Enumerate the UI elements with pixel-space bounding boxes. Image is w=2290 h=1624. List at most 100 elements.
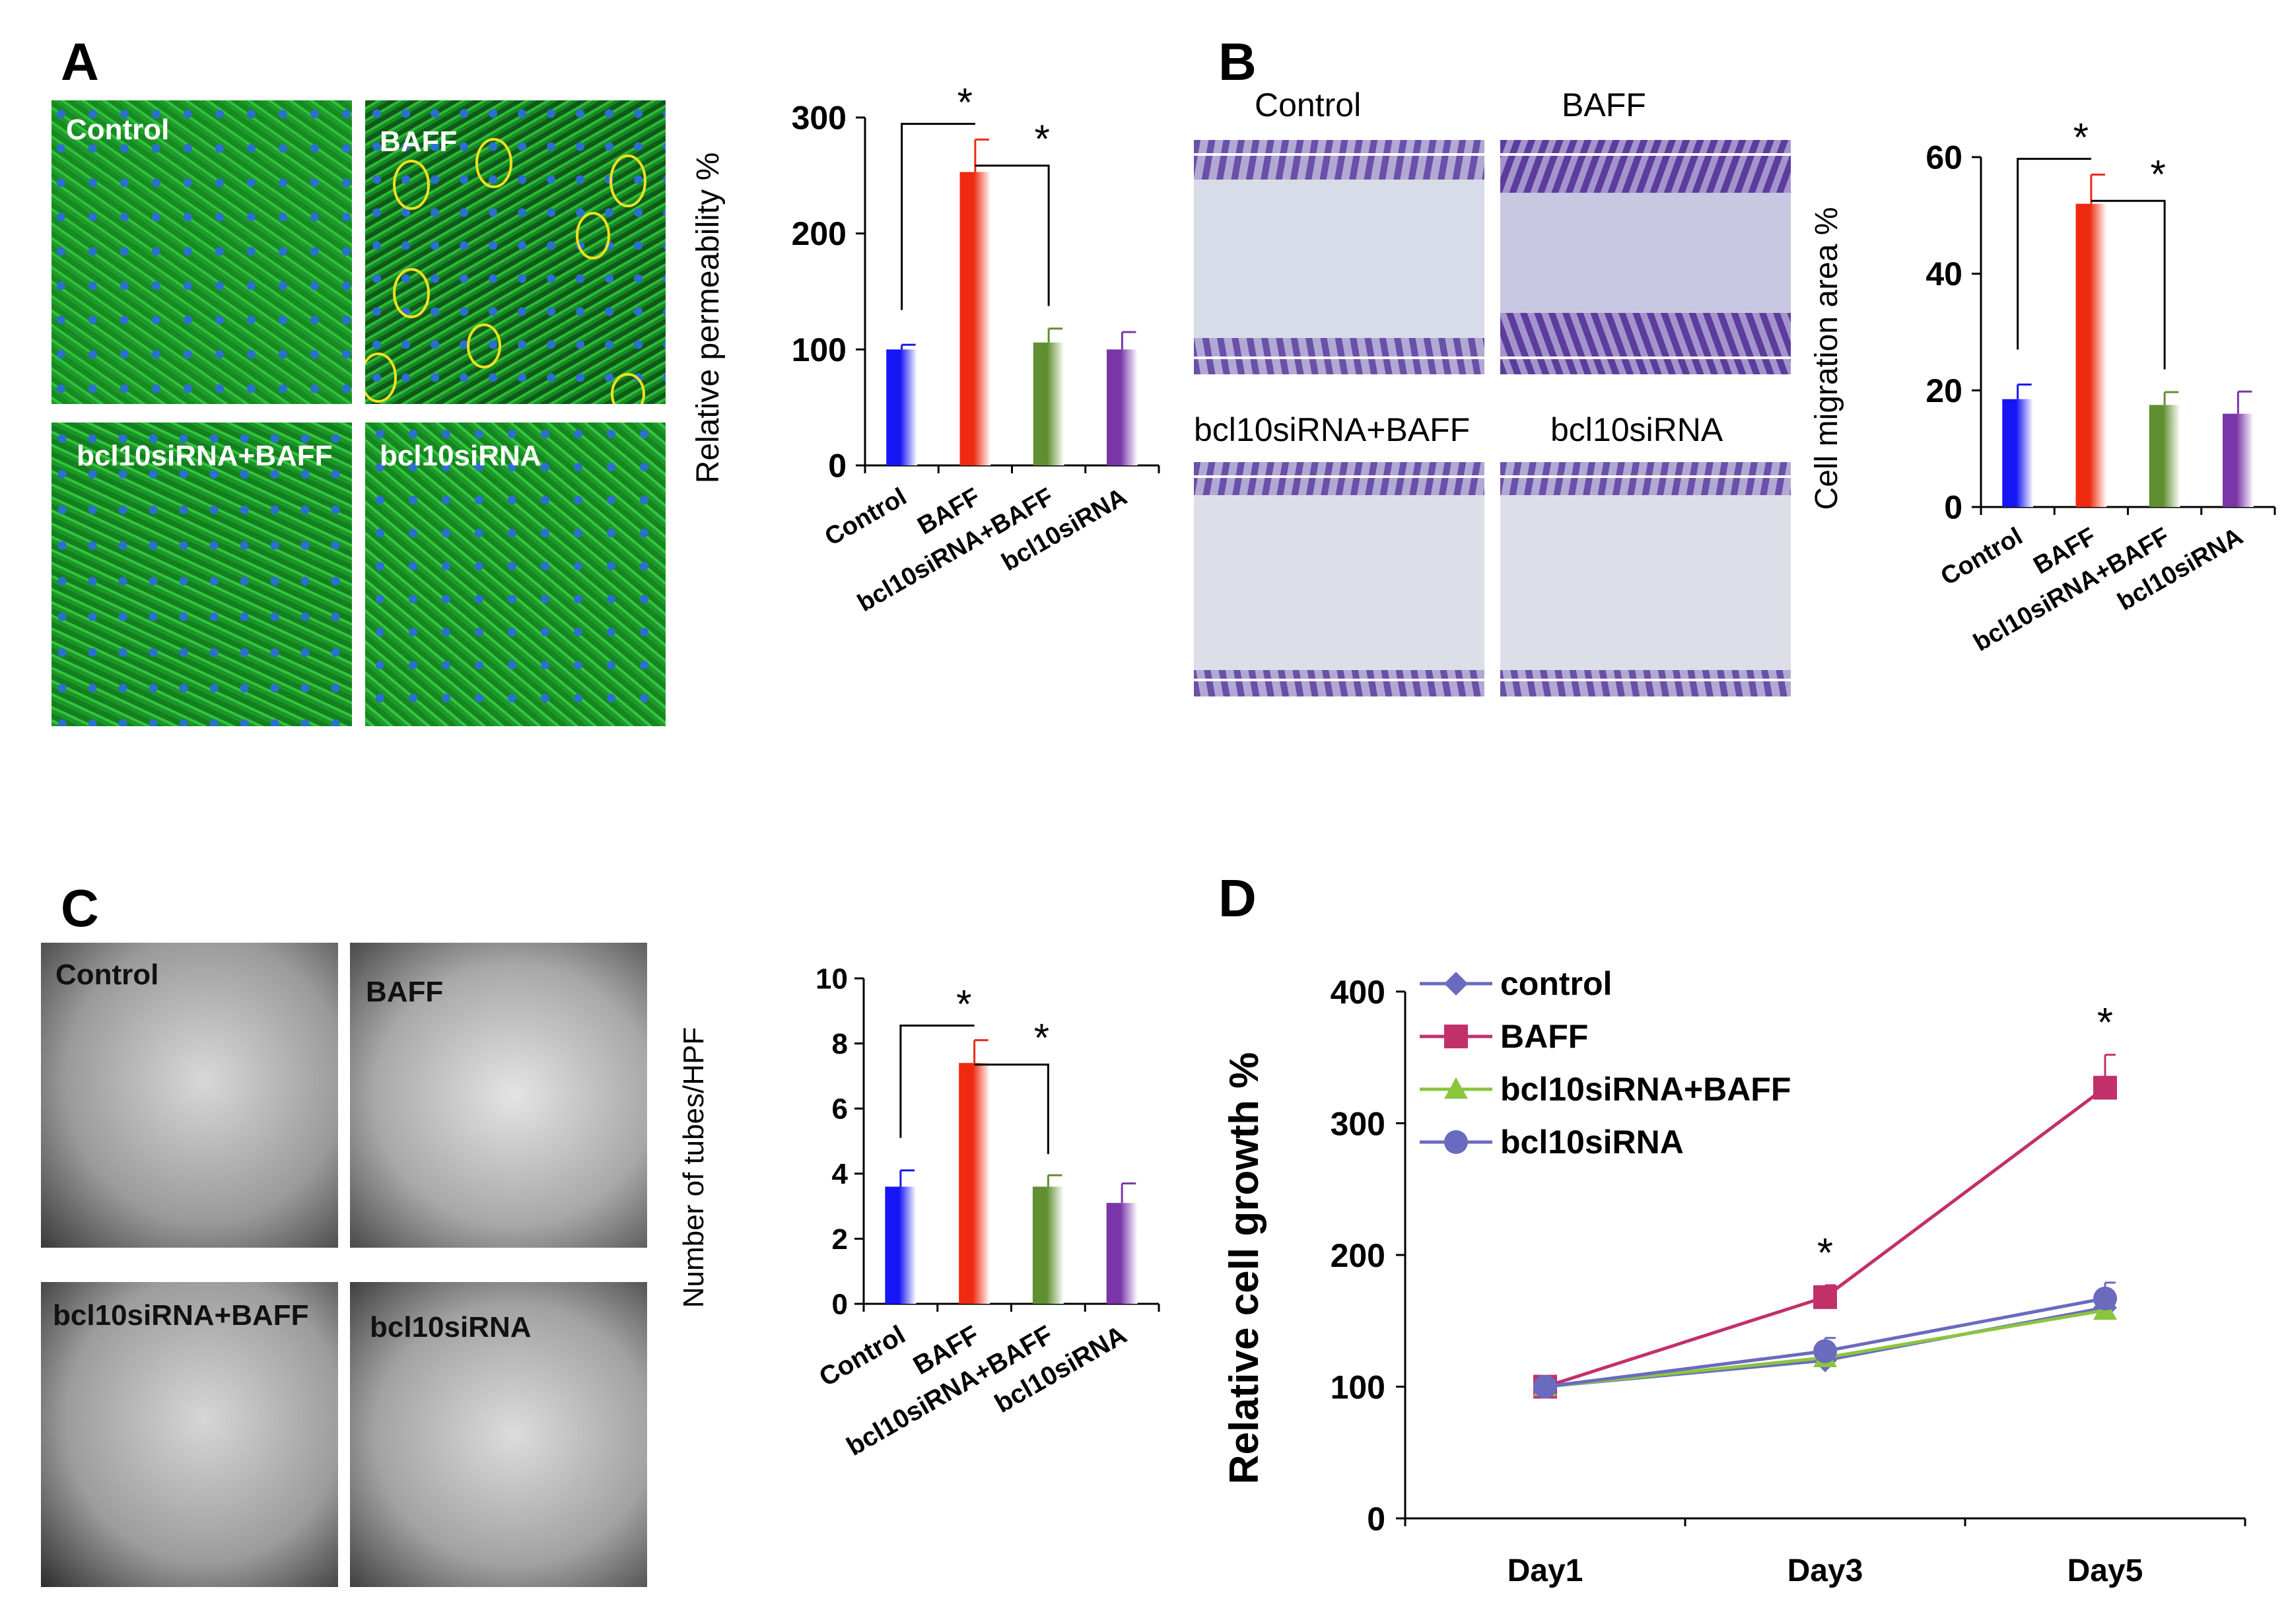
micrograph-a-bcl10sirna: bcl10siRNA [365, 423, 666, 726]
y-tick-label: 400 [1331, 974, 1385, 1011]
micrograph-a-bcl10sirna-baff: bcl10siRNA+BAFF [52, 423, 352, 726]
significance-star: * [2097, 1000, 2113, 1046]
y-tick-label: 4 [832, 1158, 849, 1190]
bar-bcl10sirna-baff [1033, 342, 1064, 465]
y-axis-label: Number of tubes/HPF [677, 1027, 710, 1308]
significance-bracket [2091, 199, 2166, 370]
bar-control [885, 1186, 917, 1304]
tube-c-bcl10sirna: bcl10siRNA [350, 1282, 647, 1587]
significance-star: * [1034, 1016, 1049, 1060]
photo-label: BAFF [380, 125, 458, 158]
legend-marker [1444, 972, 1468, 996]
significance-bracket [974, 1064, 1049, 1155]
y-tick-label: 0 [832, 1288, 848, 1320]
y-axis-label: Cell migration area % [1809, 207, 1844, 510]
legend-label: control [1500, 965, 1612, 1002]
y-tick-label: 100 [1331, 1369, 1385, 1406]
photo-label-b-bcl10sirna: bcl10siRNA [1550, 411, 1723, 448]
panel-letter-a: A [61, 32, 99, 91]
significance-star: * [2073, 116, 2089, 160]
significance-star: * [957, 81, 973, 125]
significance-star: * [2150, 152, 2165, 196]
category-label: Control [820, 483, 911, 551]
category-label: Control [814, 1320, 910, 1392]
bar-bcl10sirna [2223, 413, 2254, 507]
scratch-b-baff [1500, 140, 1791, 374]
y-tick-label: 0 [1944, 489, 1962, 526]
y-tick-label: 8 [832, 1028, 848, 1060]
significance-bracket [899, 1024, 975, 1138]
y-tick-label: 10 [815, 963, 848, 995]
y-tick-label: 300 [792, 100, 847, 137]
y-tick-label: 200 [792, 215, 847, 252]
bar-baff [959, 1063, 990, 1304]
y-tick-label: 300 [1331, 1106, 1385, 1143]
micrograph-a-baff: BAFF [365, 100, 666, 404]
significance-star: * [1034, 117, 1049, 161]
tube-c-control: Control [41, 943, 338, 1248]
photo-label-b-bcl10sirna-baff: bcl10siRNA+BAFF [1194, 411, 1471, 448]
panel-letter-b: B [1218, 32, 1257, 91]
y-tick-label: 40 [1926, 255, 1962, 292]
panel-letter-c: C [61, 879, 99, 937]
scratch-b-bcl10sirna-baff [1194, 462, 1484, 696]
bar-bcl10sirna-baff [1032, 1186, 1064, 1304]
y-axis-label: Relative permeability % [691, 152, 726, 484]
photo-label: bcl10siRNA [380, 440, 541, 472]
photo-label: BAFF [366, 976, 444, 1008]
y-tick-label: 100 [792, 331, 847, 368]
significance-star: * [956, 982, 971, 1026]
legend-label: bcl10siRNA [1500, 1124, 1684, 1161]
data-point [1813, 1339, 1837, 1363]
scratch-b-control [1194, 140, 1484, 374]
significance-bracket [975, 164, 1050, 306]
y-tick-label: 60 [1926, 139, 1962, 176]
line-chart-cell-growth: 0 100 200 300 400 Day1 Day3 Day5 Relative cell g… [1222, 965, 2246, 1588]
bar-chart-tubes: 0246810**ControlBAFFbcl10siRNA+BAFFbcl10… [677, 963, 1160, 1462]
data-point [1813, 1285, 1837, 1309]
x-tick-label: Day3 [1787, 1553, 1863, 1588]
tube-c-bcl10sirna-baff: bcl10siRNA+BAFF [41, 1282, 338, 1587]
data-point [2093, 1075, 2117, 1100]
significance-bracket [2017, 158, 2091, 350]
category-label: Control [1936, 522, 2027, 591]
significance-star: * [1817, 1231, 1833, 1276]
panel-letter-d: D [1218, 869, 1257, 928]
bar-bcl10sirna [1107, 349, 1138, 465]
y-tick-label: 200 [1331, 1237, 1385, 1274]
legend-label: bcl10siRNA+BAFF [1500, 1071, 1791, 1108]
data-point [2093, 1286, 2117, 1310]
legend-label: BAFF [1500, 1018, 1588, 1055]
bar-baff [2075, 203, 2107, 507]
bar-bcl10sirna [1106, 1203, 1138, 1304]
significance-bracket [901, 123, 975, 310]
x-tick-label: Day5 [2067, 1553, 2143, 1588]
legend-marker [1444, 1130, 1468, 1154]
y-tick-label: 0 [828, 448, 847, 485]
micrograph-a-control: Control [52, 100, 352, 404]
bar-baff [959, 172, 991, 465]
bar-control [886, 349, 917, 465]
y-tick-label: 2 [832, 1223, 848, 1256]
data-point [1533, 1374, 1557, 1399]
photo-label: Control [55, 959, 159, 991]
legend-marker [1444, 1025, 1468, 1048]
legend-marker [1444, 1077, 1468, 1099]
y-axis-label: Relative cell growth % [1222, 1052, 1267, 1485]
y-tick-label: 20 [1926, 372, 1962, 409]
bar-control [2002, 399, 2033, 507]
photo-label-b-baff: BAFF [1562, 86, 1646, 123]
bar-bcl10sirna-baff [2149, 405, 2180, 507]
photo-label: Control [66, 114, 170, 146]
scratch-b-bcl10sirna [1500, 462, 1791, 696]
photo-label-b-control: Control [1255, 86, 1362, 123]
y-tick-label: 0 [1367, 1501, 1385, 1538]
y-tick-label: 6 [832, 1093, 848, 1126]
tube-c-baff: BAFF [350, 943, 647, 1248]
x-tick-label: Day1 [1508, 1553, 1583, 1588]
photo-label: bcl10siRNA+BAFF [77, 440, 333, 472]
gap-markers [365, 138, 646, 404]
